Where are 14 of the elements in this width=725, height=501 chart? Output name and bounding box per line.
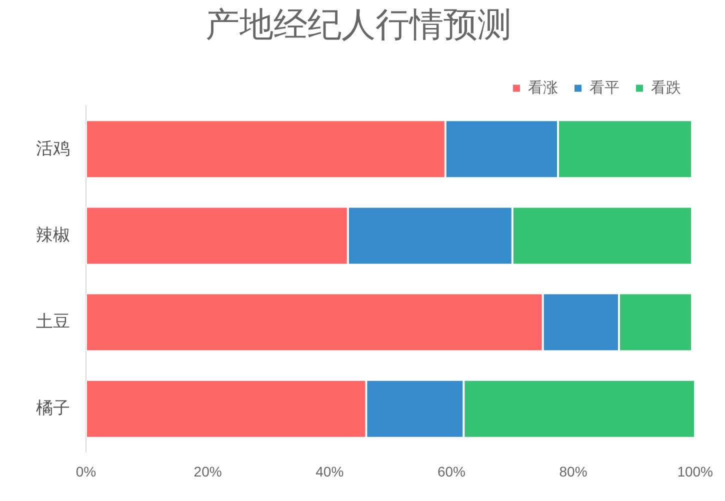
x-tick-label: 80% <box>559 463 588 480</box>
x-tick-label: 0% <box>76 463 96 480</box>
x-tick-label: 60% <box>437 463 466 480</box>
y-tick-label: 辣椒 <box>36 225 70 244</box>
y-tick-label: 橘子 <box>36 398 70 418</box>
legend-label: 看跌 <box>651 79 681 96</box>
chart-title: 产地经纪人行情预测 <box>206 6 512 44</box>
y-tick-label: 土豆 <box>36 312 70 331</box>
legend-label: 看平 <box>590 79 620 96</box>
x-tick-label: 20% <box>194 463 222 480</box>
x-tick-label: 100% <box>677 463 714 480</box>
legend-label: 看涨 <box>528 79 558 96</box>
y-tick-label: 活鸡 <box>36 138 70 158</box>
x-tick-label: 40% <box>316 463 344 480</box>
